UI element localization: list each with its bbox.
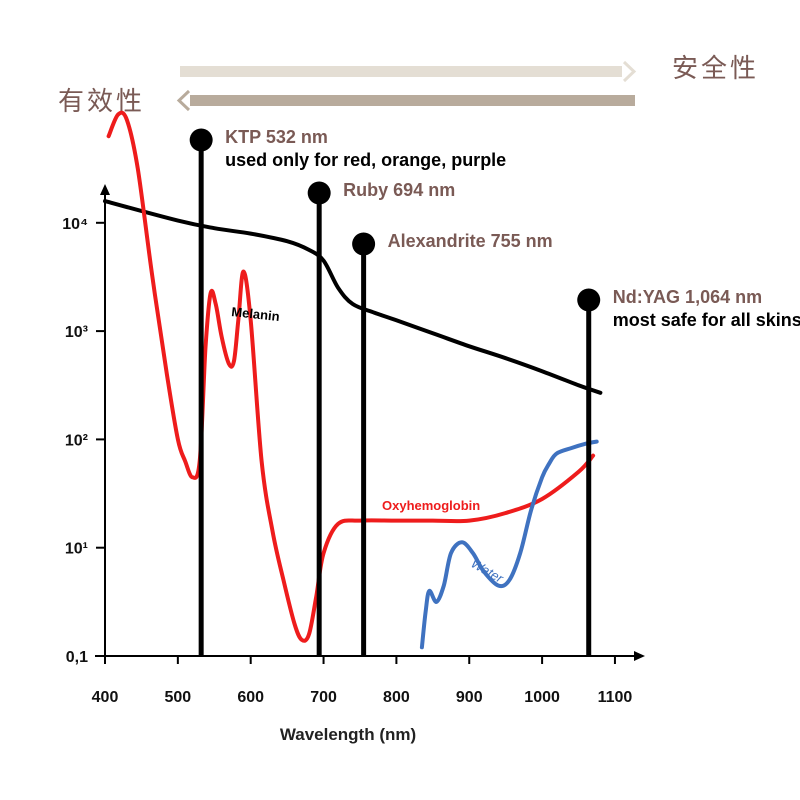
laser-markers: KTP 532 nm used only for red, orange, pur… — [189, 127, 800, 656]
x-tick-label: 700 — [310, 689, 337, 706]
safety-arrow-head — [622, 60, 637, 83]
x-tick-label: 1000 — [524, 689, 560, 706]
alexandrite-laser-marker — [352, 232, 376, 256]
oxyhemoglobin-label: Oxyhemoglobin — [382, 498, 480, 513]
y-tick-label: 10¹ — [65, 541, 88, 558]
effectiveness-arrow-head — [176, 89, 191, 112]
ndyag-laser-name: Nd:YAG 1,064 nm — [613, 287, 762, 307]
melanin-curve — [103, 199, 603, 395]
ndyag-laser-note: most safe for all skins — [613, 310, 800, 330]
x-axis-title: Wavelength (nm) — [280, 725, 416, 744]
x-tick-label: 600 — [237, 689, 264, 706]
alexandrite-laser-name: Alexandrite 755 nm — [388, 231, 553, 251]
ktp-laser-note: used only for red, orange, purple — [225, 150, 506, 170]
axes: 400 500 600 700 800 900 1000 1100 0,1 10¹ 10² 10³ 1… — [62, 184, 645, 744]
ndyag-laser-marker — [577, 288, 601, 312]
x-tick-marks: 400 500 600 700 800 900 1000 1100 — [92, 656, 633, 706]
direction-arrows: 安全性 有效性 — [58, 54, 759, 117]
water-curve — [419, 439, 599, 650]
x-tick-label: 400 — [92, 689, 119, 706]
x-axis-arrowhead — [634, 651, 645, 661]
ruby-laser-marker — [307, 181, 331, 205]
y-axis-arrowhead — [100, 184, 110, 195]
x-tick-label: 1100 — [598, 689, 633, 706]
effectiveness-label: 有效性 — [58, 87, 145, 117]
x-tick-label: 500 — [164, 689, 191, 706]
y-tick-label: 10² — [65, 432, 88, 449]
ktp-laser-name: KTP 532 nm — [225, 127, 328, 147]
y-tick-label: 0,1 — [66, 649, 88, 666]
ktp-laser-marker — [189, 128, 213, 152]
series-layer — [103, 110, 603, 650]
melanin-label: Melanin — [231, 304, 281, 324]
safety-arrow-shaft — [180, 66, 622, 77]
safety-label: 安全性 — [672, 54, 759, 84]
y-tick-marks: 0,1 10¹ 10² 10³ 10⁴ — [62, 216, 105, 666]
y-tick-label: 10³ — [65, 324, 88, 341]
x-tick-label: 900 — [456, 689, 483, 706]
effectiveness-arrow-shaft — [190, 95, 635, 106]
ruby-laser-name: Ruby 694 nm — [343, 180, 455, 200]
water-label: Water — [469, 556, 507, 587]
x-tick-label: 800 — [383, 689, 410, 706]
y-tick-label: 10⁴ — [62, 216, 88, 233]
oxyhemoglobin-curve — [106, 110, 596, 643]
